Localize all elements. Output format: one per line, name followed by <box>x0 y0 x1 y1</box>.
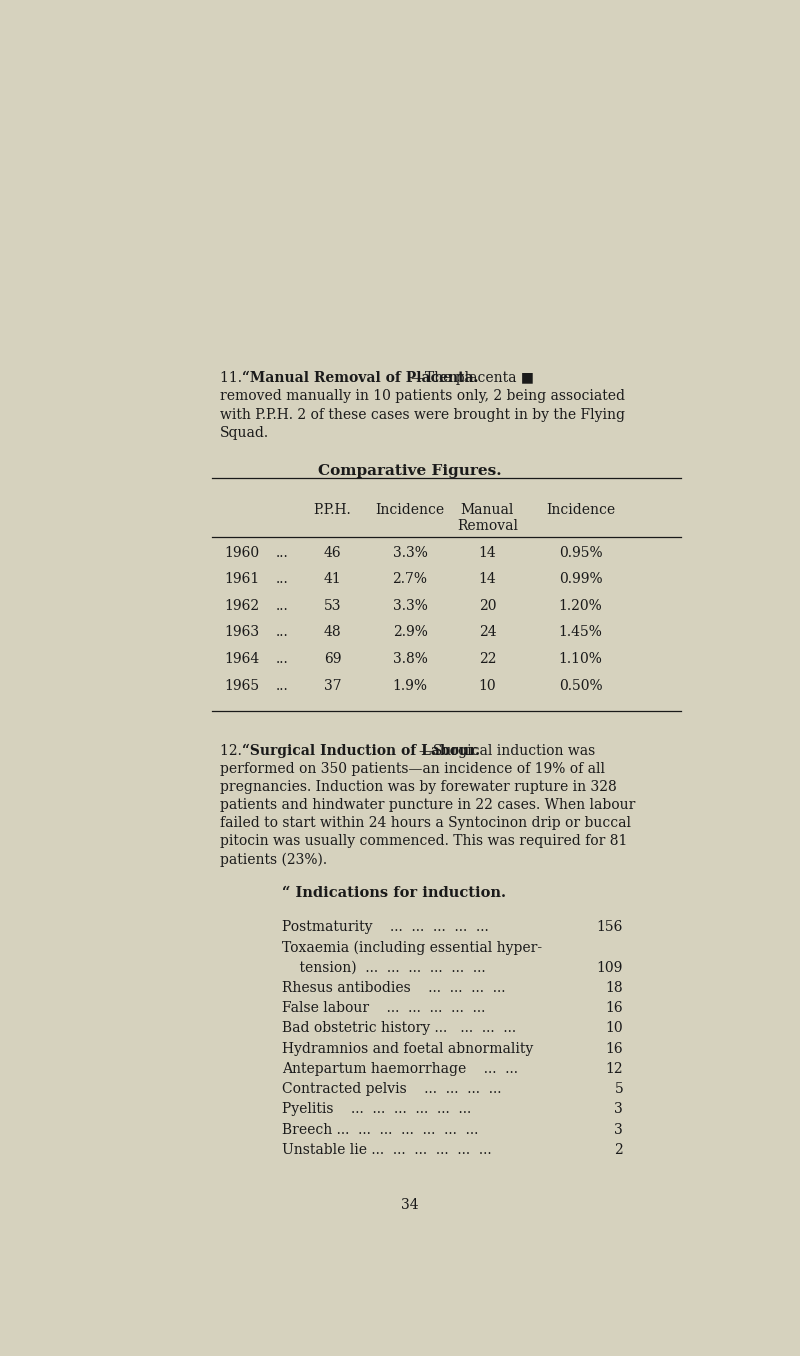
Text: failed to start within 24 hours a Syntocinon drip or buccal: failed to start within 24 hours a Syntoc… <box>220 816 631 830</box>
Text: 20: 20 <box>478 599 496 613</box>
Text: 16: 16 <box>606 1001 623 1016</box>
Text: Toxaemia (including essential hyper-: Toxaemia (including essential hyper- <box>282 940 542 955</box>
Text: “Manual Removal of Placenta.: “Manual Removal of Placenta. <box>242 372 478 385</box>
Text: 41: 41 <box>324 572 342 586</box>
Text: ...: ... <box>276 678 289 693</box>
Text: Postmaturity    ...  ...  ...  ...  ...: Postmaturity ... ... ... ... ... <box>282 919 489 934</box>
Text: 37: 37 <box>324 678 342 693</box>
Text: Breech ...  ...  ...  ...  ...  ...  ...: Breech ... ... ... ... ... ... ... <box>282 1123 478 1136</box>
Text: Pyelitis    ...  ...  ...  ...  ...  ...: Pyelitis ... ... ... ... ... ... <box>282 1102 471 1116</box>
Text: 12: 12 <box>606 1062 623 1075</box>
Text: 5: 5 <box>614 1082 623 1096</box>
Text: Squad.: Squad. <box>220 426 270 439</box>
Text: 1.45%: 1.45% <box>558 625 602 640</box>
Text: pitocin was usually commenced. This was required for 81: pitocin was usually commenced. This was … <box>220 834 627 848</box>
Text: 11.: 11. <box>220 372 251 385</box>
Text: Incidence: Incidence <box>375 503 445 517</box>
Text: 16: 16 <box>606 1041 623 1055</box>
Text: ...: ... <box>276 572 289 586</box>
Text: 1.20%: 1.20% <box>558 599 602 613</box>
Text: pregnancies. Induction was by forewater rupture in 328: pregnancies. Induction was by forewater … <box>220 780 617 793</box>
Text: 46: 46 <box>324 546 342 560</box>
Text: Bad obstetric history ...   ...  ...  ...: Bad obstetric history ... ... ... ... <box>282 1021 516 1036</box>
Text: 53: 53 <box>324 599 342 613</box>
Text: 0.99%: 0.99% <box>558 572 602 586</box>
Text: ...: ... <box>276 652 289 666</box>
Text: 18: 18 <box>606 980 623 995</box>
Text: 1964: 1964 <box>224 652 259 666</box>
Text: “ Indications for induction.: “ Indications for induction. <box>282 885 506 900</box>
Text: 14: 14 <box>478 572 496 586</box>
Text: Hydramnios and foetal abnormality: Hydramnios and foetal abnormality <box>282 1041 534 1055</box>
Text: 48: 48 <box>324 625 342 640</box>
Text: ...: ... <box>276 599 289 613</box>
Text: patients (23%).: patients (23%). <box>220 853 327 866</box>
Text: False labour    ...  ...  ...  ...  ...: False labour ... ... ... ... ... <box>282 1001 486 1016</box>
Text: 0.50%: 0.50% <box>558 678 602 693</box>
Text: tension)  ...  ...  ...  ...  ...  ...: tension) ... ... ... ... ... ... <box>282 960 486 975</box>
Text: Unstable lie ...  ...  ...  ...  ...  ...: Unstable lie ... ... ... ... ... ... <box>282 1143 492 1157</box>
Text: 1.10%: 1.10% <box>558 652 602 666</box>
Text: 1961: 1961 <box>224 572 259 586</box>
Text: 1962: 1962 <box>224 599 259 613</box>
Text: 156: 156 <box>597 919 623 934</box>
Text: 3.3%: 3.3% <box>393 546 427 560</box>
Text: 1965: 1965 <box>224 678 259 693</box>
Text: 2.7%: 2.7% <box>393 572 427 586</box>
Text: Contracted pelvis    ...  ...  ...  ...: Contracted pelvis ... ... ... ... <box>282 1082 502 1096</box>
Text: 34: 34 <box>401 1197 419 1212</box>
Text: 69: 69 <box>324 652 342 666</box>
Text: 1963: 1963 <box>224 625 259 640</box>
Text: Antepartum haemorrhage    ...  ...: Antepartum haemorrhage ... ... <box>282 1062 518 1075</box>
Text: with P.P.H. 2 of these cases were brought in by the Flying: with P.P.H. 2 of these cases were brough… <box>220 408 625 422</box>
Text: P.P.H.: P.P.H. <box>314 503 351 517</box>
Text: ...: ... <box>276 625 289 640</box>
Text: Manual: Manual <box>461 503 514 517</box>
Text: 3: 3 <box>614 1102 623 1116</box>
Text: patients and hindwater puncture in 22 cases. When labour: patients and hindwater puncture in 22 ca… <box>220 797 635 812</box>
Text: 10: 10 <box>478 678 496 693</box>
Text: 12.: 12. <box>220 743 250 758</box>
Text: “Surgical Induction of Labour.: “Surgical Induction of Labour. <box>242 743 480 758</box>
Text: 3: 3 <box>614 1123 623 1136</box>
Text: 1960: 1960 <box>224 546 259 560</box>
Text: Incidence: Incidence <box>546 503 615 517</box>
Text: 22: 22 <box>478 652 496 666</box>
Text: 3.3%: 3.3% <box>393 599 427 613</box>
Text: 24: 24 <box>478 625 496 640</box>
Text: performed on 350 patients—an incidence of 19% of all: performed on 350 patients—an incidence o… <box>220 762 605 776</box>
Text: —Surgical induction was: —Surgical induction was <box>418 743 594 758</box>
Text: removed manually in 10 patients only, 2 being associated: removed manually in 10 patients only, 2 … <box>220 389 625 404</box>
Text: 3.8%: 3.8% <box>393 652 427 666</box>
Text: 2.9%: 2.9% <box>393 625 427 640</box>
Text: 109: 109 <box>597 960 623 975</box>
Text: 10: 10 <box>606 1021 623 1036</box>
Text: 1.9%: 1.9% <box>393 678 427 693</box>
Text: Rhesus antibodies    ...  ...  ...  ...: Rhesus antibodies ... ... ... ... <box>282 980 506 995</box>
Text: 14: 14 <box>478 546 496 560</box>
Text: 0.95%: 0.95% <box>558 546 602 560</box>
Text: Comparative Figures.: Comparative Figures. <box>318 464 502 479</box>
Text: ...: ... <box>276 546 289 560</box>
Text: —The placenta ■: —The placenta ■ <box>410 372 534 385</box>
Text: 2: 2 <box>614 1143 623 1157</box>
Text: Removal: Removal <box>457 519 518 533</box>
